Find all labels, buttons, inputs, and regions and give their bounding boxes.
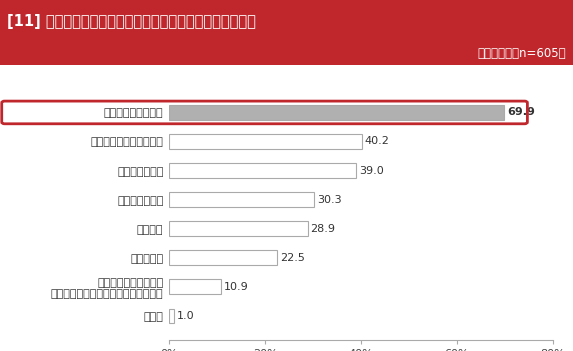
Text: [11] 勤務先において、作成したコンテンツを拡散する手法: [11] 勤務先において、作成したコンテンツを拡散する手法 [7, 14, 256, 29]
Text: 10.9: 10.9 [224, 282, 249, 292]
Text: 22.5: 22.5 [280, 253, 305, 263]
Bar [169, 105, 504, 120]
Text: （複数回答、n=605）: （複数回答、n=605） [477, 47, 566, 60]
Bar [169, 163, 356, 178]
Bar [169, 221, 308, 236]
Bar [169, 192, 315, 207]
Bar [169, 309, 174, 323]
Text: 69.9: 69.9 [507, 107, 535, 118]
Bar [169, 134, 362, 149]
Text: 39.0: 39.0 [359, 166, 384, 176]
Text: 1.0: 1.0 [176, 311, 194, 321]
Bar [169, 279, 221, 294]
Text: 40.2: 40.2 [365, 137, 390, 146]
Text: 28.9: 28.9 [311, 224, 336, 234]
Text: 30.3: 30.3 [317, 194, 342, 205]
Bar [169, 250, 277, 265]
